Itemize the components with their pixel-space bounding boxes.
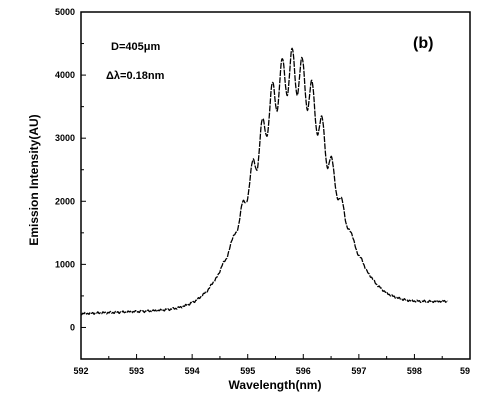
x-axis-title: Wavelength(nm) [229,378,322,392]
x-tick-label: 593 [129,366,144,376]
y-tick-label: 0 [70,322,75,332]
x-tick-label: 594 [185,366,200,376]
y-tick-label: 4000 [55,70,75,80]
x-axis-ticks: 592 593 594 595 596 597 598 59 [73,354,471,376]
x-tick-label: 592 [73,366,88,376]
y-tick-label: 2000 [55,196,75,206]
plot-frame [80,11,471,360]
x-tick-label: 59 [460,366,470,376]
series-group [80,47,449,316]
diameter-annotation: D=405μm [111,41,160,53]
y-axis-title: Emission Intensity(AU) [27,114,41,245]
x-tick-label: 598 [407,366,422,376]
y-tick-label: 5000 [55,7,75,17]
spectrum-line [80,47,449,316]
x-tick-label: 596 [296,366,311,376]
y-tick-label: 1000 [55,259,75,269]
y-axis-ticks: 0 1000 2000 3000 4000 5000 [55,7,86,360]
x-tick-label: 597 [351,366,366,376]
panel-label: (b) [413,35,433,52]
y-tick-label: 3000 [55,133,75,143]
x-tick-label: 595 [240,366,255,376]
spacing-annotation: Δλ=0.18nm [106,70,165,82]
